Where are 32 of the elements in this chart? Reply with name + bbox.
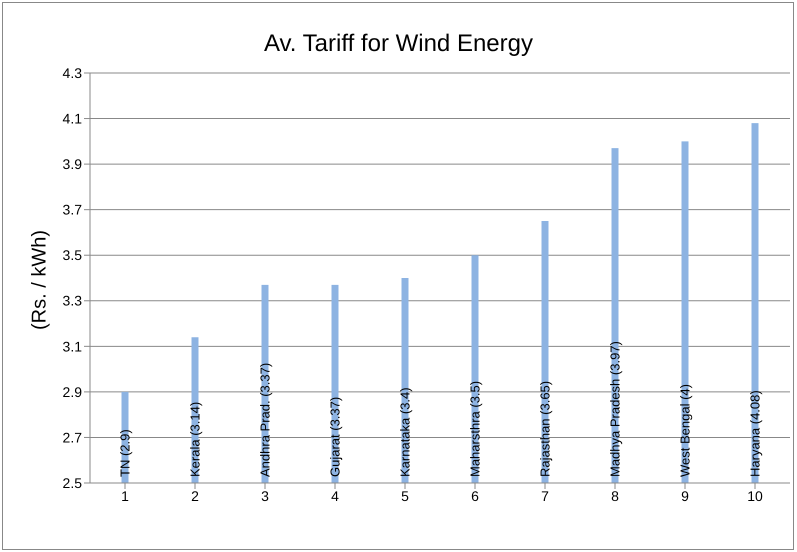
data-label: Rajasthan (3.65) [538, 380, 552, 477]
y-axis-title: (Rs. / kWh) [28, 230, 52, 330]
y-tick-label: 2.7 [62, 429, 82, 446]
x-tick-label: 9 [681, 488, 690, 504]
y-tick-label: 2.9 [62, 384, 82, 400]
data-label: Gujarat (3.37) [328, 396, 342, 477]
data-label: Haryana (4.08) [748, 390, 762, 477]
y-tick-label: 3.7 [62, 202, 82, 218]
y-tick-label: 2.5 [62, 474, 82, 491]
x-tick-label: 7 [541, 488, 550, 504]
x-tick-label: 8 [611, 488, 620, 504]
y-tick-label: 3.5 [62, 247, 82, 264]
x-tick-label: 1 [121, 488, 130, 504]
data-label: Karnataka (3.4) [398, 387, 412, 477]
y-tick-label: 3.3 [62, 292, 82, 309]
data-label: West Bengal (4) [678, 384, 692, 477]
x-tick-label: 5 [401, 488, 410, 504]
data-label: Andhra Prad. (3.37) [258, 362, 272, 477]
x-tick-label: 6 [471, 488, 480, 504]
x-tick-label: 3 [261, 488, 270, 504]
y-tick-label: 4.3 [62, 64, 82, 81]
y-tick-label: 3.1 [62, 338, 82, 354]
data-label: Madhya Pradesh (3.97) [608, 341, 622, 477]
x-tick-label: 10 [747, 488, 763, 504]
y-tick-label: 4.1 [62, 110, 82, 127]
data-label: Maharsthra (3.5) [468, 380, 482, 477]
x-tick-label: 4 [331, 488, 340, 504]
x-tick-label: 2 [191, 488, 200, 504]
data-label: TN (2.9) [118, 429, 132, 477]
chart-title: Av. Tariff for Wind Energy [262, 30, 534, 58]
y-tick-label: 3.9 [62, 156, 82, 172]
data-label: Kerala (3.14) [188, 402, 202, 477]
